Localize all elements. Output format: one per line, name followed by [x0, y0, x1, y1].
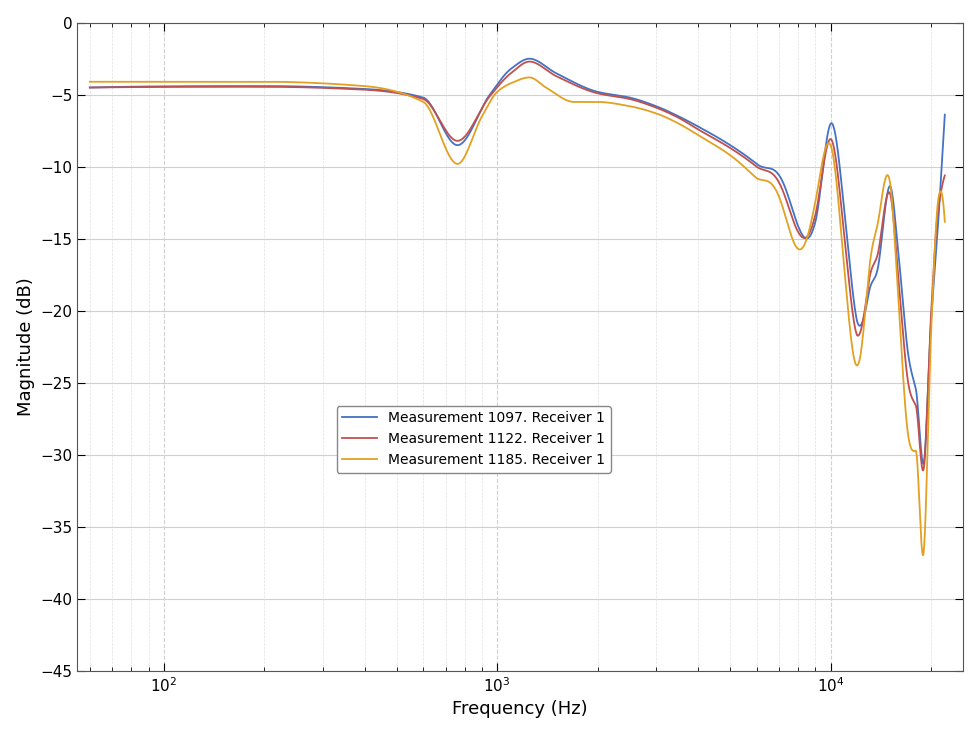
Measurement 1097. Receiver 1: [84, 83, 96, 92]
Measurement 1097. Receiver 1: [449, 140, 461, 148]
Line: Measurement 1097. Receiver 1: Measurement 1097. Receiver 1: [90, 59, 945, 464]
Measurement 1185. Receiver 1: [449, 159, 461, 168]
Measurement 1122. Receiver 1: [523, 57, 535, 66]
Measurement 1122. Receiver 1: [917, 466, 929, 475]
Measurement 1185. Receiver 1: [917, 551, 929, 559]
Measurement 1185. Receiver 1: [84, 77, 96, 86]
Measurement 1122. Receiver 1: [181, 82, 193, 91]
Measurement 1185. Receiver 1: [181, 77, 193, 86]
Measurement 1097. Receiver 1: [939, 110, 951, 119]
Measurement 1122. Receiver 1: [232, 82, 244, 91]
Measurement 1097. Receiver 1: [412, 92, 423, 101]
Measurement 1097. Receiver 1: [523, 54, 535, 63]
Measurement 1185. Receiver 1: [412, 95, 423, 104]
Measurement 1097. Receiver 1: [923, 369, 935, 378]
Measurement 1122. Receiver 1: [449, 136, 461, 145]
Y-axis label: Magnitude (dB): Magnitude (dB): [17, 278, 34, 416]
Measurement 1185. Receiver 1: [232, 77, 244, 86]
Measurement 1122. Receiver 1: [412, 93, 423, 102]
Measurement 1122. Receiver 1: [939, 171, 951, 180]
Measurement 1122. Receiver 1: [923, 367, 935, 376]
X-axis label: Frequency (Hz): Frequency (Hz): [453, 700, 588, 718]
Measurement 1097. Receiver 1: [181, 82, 193, 90]
Measurement 1122. Receiver 1: [84, 83, 96, 92]
Measurement 1097. Receiver 1: [232, 82, 244, 90]
Measurement 1097. Receiver 1: [830, 135, 842, 144]
Measurement 1185. Receiver 1: [523, 73, 535, 82]
Measurement 1122. Receiver 1: [830, 157, 842, 166]
Legend: Measurement 1097. Receiver 1, Measurement 1122. Receiver 1, Measurement 1185. Re: Measurement 1097. Receiver 1, Measuremen…: [337, 406, 611, 473]
Line: Measurement 1122. Receiver 1: Measurement 1122. Receiver 1: [90, 62, 945, 470]
Measurement 1185. Receiver 1: [923, 406, 935, 415]
Measurement 1185. Receiver 1: [830, 175, 842, 184]
Measurement 1185. Receiver 1: [939, 218, 951, 226]
Line: Measurement 1185. Receiver 1: Measurement 1185. Receiver 1: [90, 77, 945, 555]
Measurement 1097. Receiver 1: [917, 459, 929, 468]
